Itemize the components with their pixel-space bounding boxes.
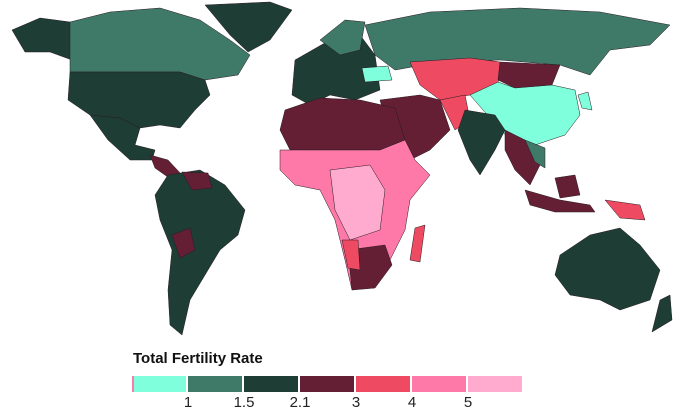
legend-tick: 4 xyxy=(407,394,417,411)
region-bolivia[interactable] xyxy=(171,227,196,259)
legend-tick: 2.1 xyxy=(289,394,311,411)
region-australia[interactable] xyxy=(554,227,661,311)
legend-swatch-above-5 xyxy=(468,376,522,392)
legend-title: Total Fertility Rate xyxy=(133,350,263,367)
region-borneo[interactable] xyxy=(554,174,581,199)
region-indonesia[interactable] xyxy=(524,189,596,213)
region-mongolia[interactable] xyxy=(497,61,561,89)
region-south-america[interactable] xyxy=(154,169,246,336)
region-madagascar[interactable] xyxy=(409,224,426,263)
region-namibia[interactable] xyxy=(341,239,361,271)
region-greenland[interactable] xyxy=(204,1,293,53)
region-north-africa[interactable] xyxy=(279,97,406,151)
region-usa[interactable] xyxy=(67,71,211,129)
legend-swatch-4-5 xyxy=(412,376,466,392)
legend-scale xyxy=(132,376,524,392)
legend-tick: 5 xyxy=(463,394,473,411)
legend-swatch-below-1 xyxy=(132,376,186,392)
legend-swatch-1-1.5 xyxy=(188,376,242,392)
world-map xyxy=(11,1,673,336)
region-russia[interactable] xyxy=(364,7,671,76)
region-mexico[interactable] xyxy=(89,114,156,161)
legend-swatch-3-4 xyxy=(356,376,410,392)
region-venezuela[interactable] xyxy=(181,171,213,191)
region-new-zealand[interactable] xyxy=(651,294,673,333)
region-korea-japan[interactable] xyxy=(577,91,593,111)
region-indochina[interactable] xyxy=(524,139,546,169)
region-ukraine[interactable] xyxy=(361,65,393,83)
legend-swatch-1.5-2.1 xyxy=(244,376,298,392)
legend-tick: 1.5 xyxy=(233,394,255,411)
legend-swatch-2.1-3 xyxy=(300,376,354,392)
legend-tick: 1 xyxy=(183,394,193,411)
region-india[interactable] xyxy=(457,109,506,176)
region-central-africa[interactable] xyxy=(329,164,386,241)
region-alaska[interactable] xyxy=(11,17,73,61)
legend-tick: 3 xyxy=(351,394,361,411)
region-png[interactable] xyxy=(604,199,646,221)
region-scandinavia[interactable] xyxy=(319,19,366,56)
